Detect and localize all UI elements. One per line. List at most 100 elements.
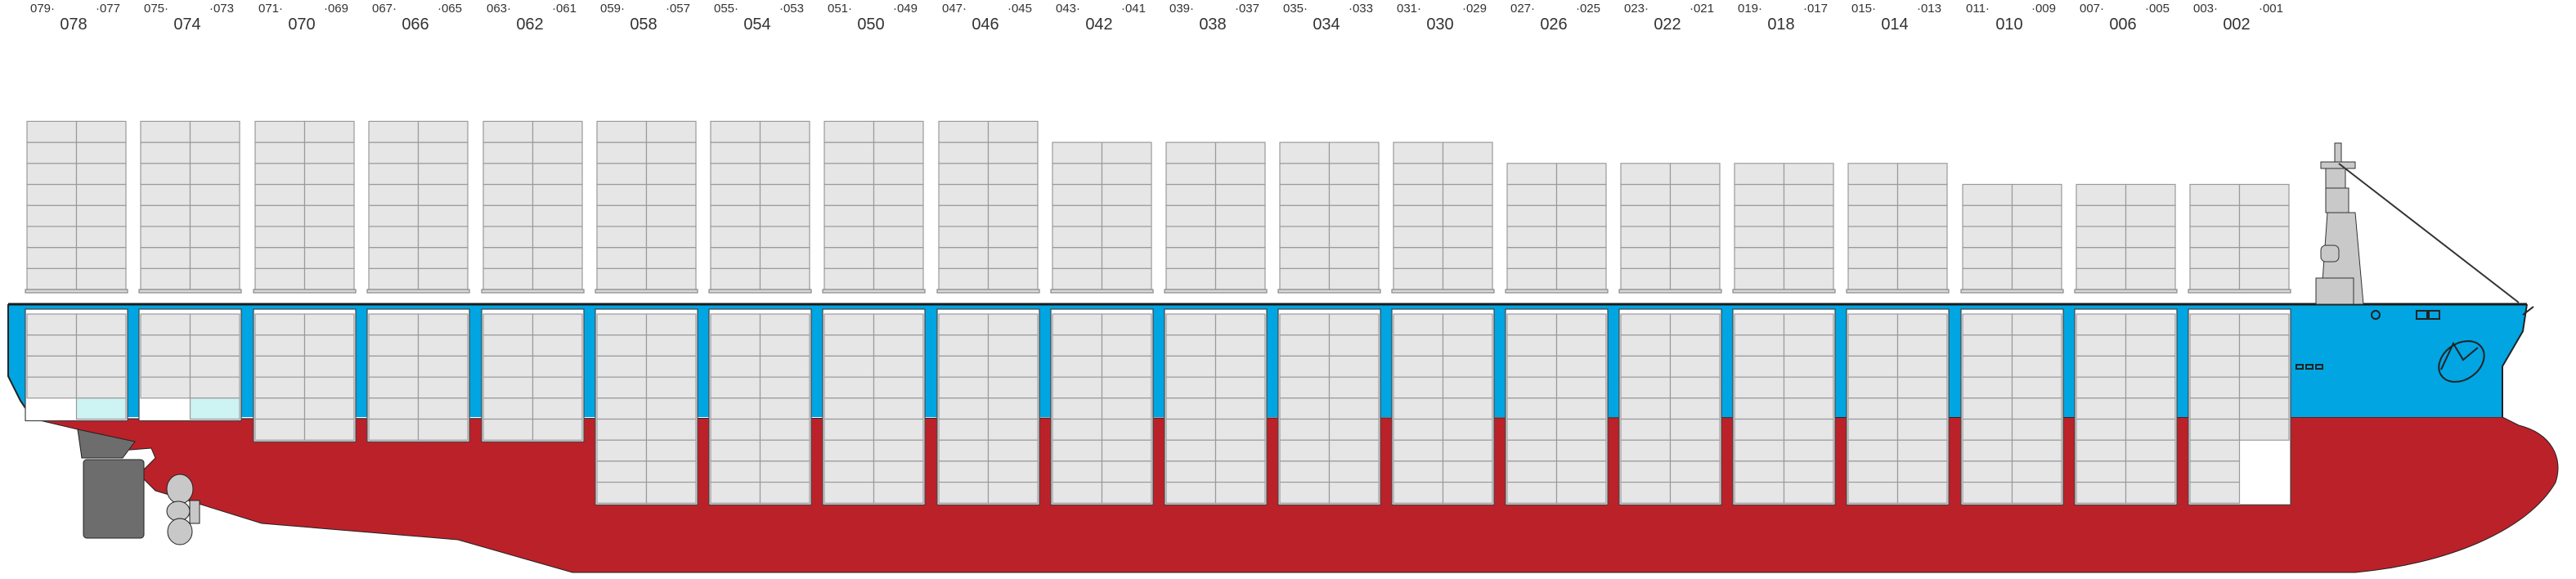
hold-container: [75, 334, 127, 357]
deck-container: [987, 141, 1039, 164]
deck-container: [417, 267, 469, 290]
hatch-cover: [253, 289, 357, 294]
deck-container: [938, 141, 990, 164]
deck-container: [26, 267, 78, 290]
hold-container: [1101, 460, 1152, 483]
deck-container: [1506, 163, 1558, 186]
deck-container: [1669, 226, 1721, 249]
deck-container: [26, 141, 78, 164]
bay-label: 043· ·041 042: [1046, 0, 1152, 41]
hold-container: [596, 355, 648, 378]
deck-container: [1052, 163, 1103, 186]
hold-container: [2238, 313, 2290, 336]
deck-container: [1896, 247, 1948, 269]
even-bay-label: 042: [1085, 16, 1113, 34]
hatch-cover: [936, 289, 1040, 294]
deck-container: [1962, 247, 2013, 269]
hold-container: [645, 355, 697, 378]
hold-container: [824, 355, 875, 378]
hold-container: [596, 334, 648, 357]
odd-bay-fwd-label: ·041: [1120, 2, 1146, 16]
hold-container: [1962, 439, 2013, 462]
hold-container: [2076, 376, 2127, 399]
hold-container: [824, 460, 875, 483]
deck-container: [75, 183, 127, 206]
deck-container: [1962, 204, 2013, 227]
hatch-cover: [138, 289, 242, 294]
deck-container: [1962, 183, 2013, 206]
hold-container: [1101, 439, 1152, 462]
deck-container: [2011, 204, 2062, 227]
odd-bay-aft-label: 015·: [1851, 2, 1877, 16]
deck-container: [987, 204, 1039, 227]
bay-label: 019· ·017 018: [1728, 0, 1834, 41]
odd-bay-fwd-label: ·045: [1007, 2, 1032, 16]
hold-container: [873, 376, 924, 399]
deck-container: [26, 183, 78, 206]
odd-bay-aft-label: 075·: [144, 2, 169, 16]
hold-container: [26, 334, 78, 357]
deck-container: [1555, 247, 1607, 269]
deck-container: [1393, 163, 1444, 186]
propeller-icon: [166, 474, 200, 545]
deck-container: [710, 226, 761, 249]
deck-container: [189, 120, 240, 143]
even-bay-label: 046: [972, 16, 999, 34]
deck-container: [1783, 183, 1834, 206]
hold-container: [987, 397, 1039, 420]
hold-container: [368, 355, 420, 378]
even-bay-label: 070: [288, 16, 316, 34]
deck-container: [254, 120, 306, 143]
hold-container: [1555, 397, 1607, 420]
hold-container: [482, 355, 534, 378]
hold-container: [140, 355, 191, 378]
odd-bay-fwd-label: ·033: [1348, 2, 1373, 16]
even-bay-label: 058: [630, 16, 657, 34]
deck-container: [1555, 183, 1607, 206]
deck-container: [596, 141, 648, 164]
deck-container: [303, 226, 355, 249]
deck-container: [482, 267, 534, 290]
odd-bay-fwd-label: ·037: [1234, 2, 1259, 16]
hold-container: [1734, 418, 1785, 441]
deck-container: [2011, 226, 2062, 249]
hold-container: [1620, 334, 1672, 357]
odd-bay-fwd-label: ·053: [779, 2, 804, 16]
hold-container: [987, 355, 1039, 378]
hatch-cover: [1505, 289, 1609, 294]
deck-container: [303, 204, 355, 227]
deck-container: [1734, 204, 1785, 227]
deck-container: [938, 247, 990, 269]
even-bay-label: 038: [1199, 16, 1227, 34]
deck-container: [303, 141, 355, 164]
deck-container: [417, 204, 469, 227]
deck-container: [645, 204, 697, 227]
bay-label: 051· ·049 050: [818, 0, 924, 41]
deck-container: [873, 226, 924, 249]
deck-container: [1214, 163, 1266, 186]
hold-container: [1962, 376, 2013, 399]
hold-container: [873, 460, 924, 483]
hold-container: [1555, 376, 1607, 399]
deck-container: [1847, 247, 1899, 269]
hold-container: [873, 418, 924, 441]
hold-container: [1442, 418, 1493, 441]
hold-container: [1734, 376, 1785, 399]
deck-container: [1555, 204, 1607, 227]
deck-container: [1328, 226, 1380, 249]
hold-container: [645, 460, 697, 483]
hold-container: [140, 334, 191, 357]
hold-container: [938, 376, 990, 399]
deck-container: [75, 141, 127, 164]
bay-label: 003· ·001 002: [2183, 0, 2290, 41]
hold-container: [710, 334, 761, 357]
deck-container: [75, 163, 127, 186]
hold-container: [987, 418, 1039, 441]
deck-container: [824, 141, 875, 164]
hold-container: [2076, 397, 2127, 420]
hold-container: [417, 313, 469, 336]
deck-container: [1506, 247, 1558, 269]
hatch-cover: [1164, 289, 1268, 294]
deck-container: [368, 226, 420, 249]
deck-container: [75, 226, 127, 249]
